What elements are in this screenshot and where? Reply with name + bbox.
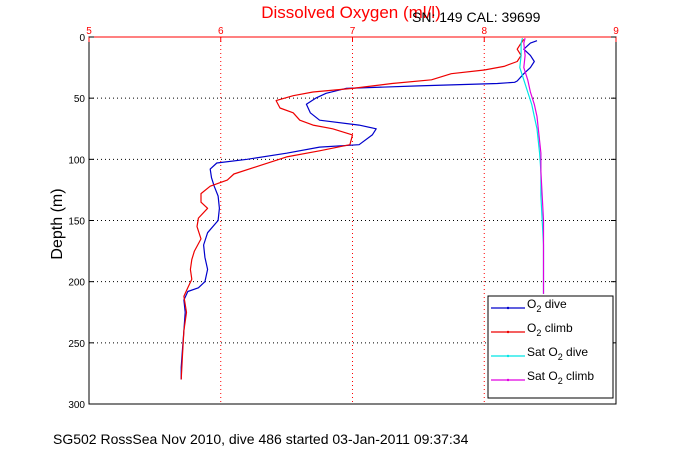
legend-label: O2 dive (527, 297, 567, 314)
legend-marker (506, 354, 510, 358)
y-tick-label: 150 (68, 217, 85, 228)
series-lines (180, 38, 545, 380)
y-tick-label: 50 (74, 94, 86, 105)
y-tick-label: 250 (68, 339, 85, 350)
x-tick-label: 9 (613, 26, 619, 37)
axis-ticks: 5 6 7 8 9 0 50 100 150 200 250 300 (68, 26, 619, 411)
series-line-o2-dive (180, 40, 538, 380)
chart-title: Dissolved Oxygen (ml/l) (261, 3, 441, 22)
x-tick-label: 7 (350, 26, 356, 37)
series-line-sat-o2-dive (519, 38, 545, 294)
footer-caption: SG502 RossSea Nov 2010, dive 486 started… (53, 431, 469, 447)
series-line-sat-o2-climb (523, 38, 545, 294)
series-line-o2-climb (180, 39, 525, 380)
x-tick-label: 5 (86, 26, 92, 37)
legend-marker (506, 306, 510, 310)
legend-entries: O2 dive O2 climb Sat O2 dive Sat O2 climb (491, 297, 594, 386)
legend-marker (506, 378, 510, 382)
y-tick-label: 0 (79, 33, 85, 44)
legend-marker (506, 330, 510, 334)
y-tick-label: 300 (68, 400, 85, 411)
legend-label: Sat O2 climb (527, 369, 594, 386)
serial-label: SN: 149 CAL: 39699 (412, 9, 541, 25)
y-tick-label: 100 (68, 155, 85, 166)
legend-label: Sat O2 dive (527, 345, 588, 362)
legend-box (487, 295, 614, 399)
x-tick-label: 6 (218, 26, 224, 37)
y-tick-label: 200 (68, 278, 85, 289)
x-tick-label: 8 (481, 26, 487, 37)
y-axis-label: Depth (m) (49, 188, 66, 259)
legend-label: O2 climb (527, 321, 573, 338)
legend: O2 dive O2 climb Sat O2 dive Sat O2 climb (487, 295, 614, 399)
